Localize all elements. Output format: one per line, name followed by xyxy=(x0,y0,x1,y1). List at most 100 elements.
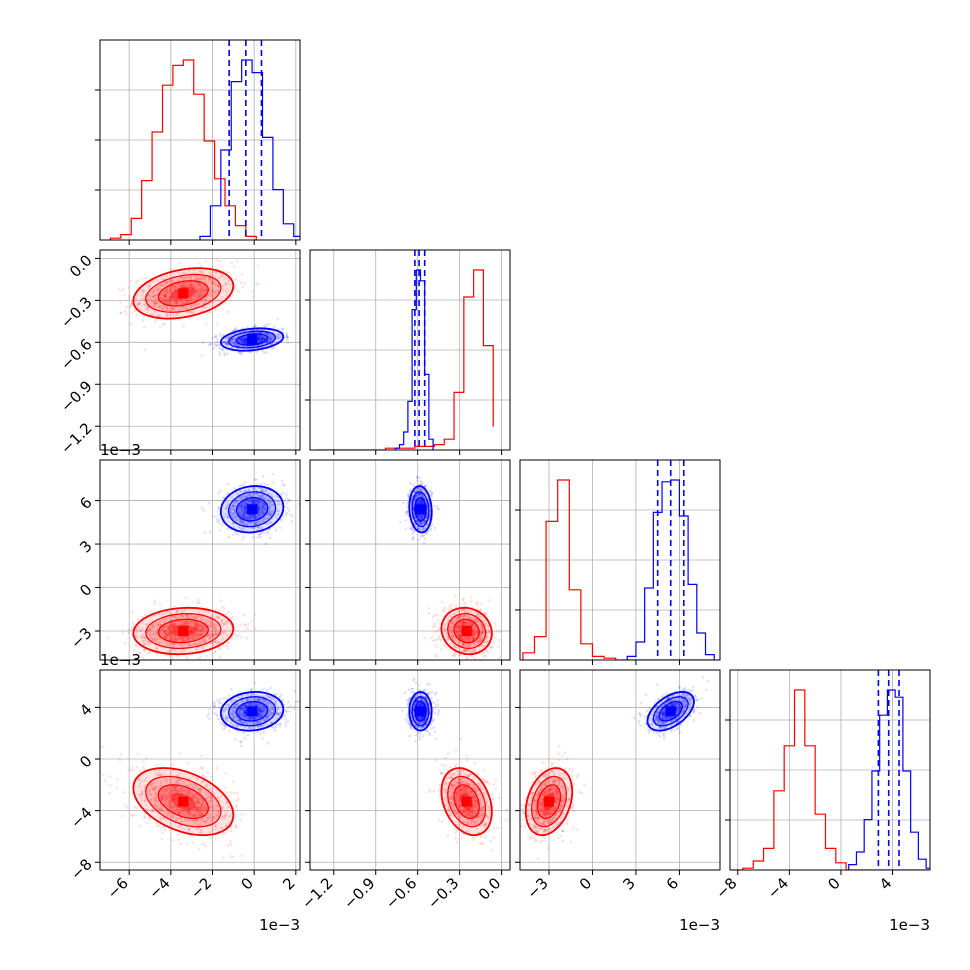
sample-point xyxy=(200,754,203,757)
sample-point xyxy=(123,309,127,313)
sample-point xyxy=(158,314,161,318)
sample-point xyxy=(235,791,239,795)
sample-point xyxy=(243,503,247,506)
sample-point xyxy=(487,624,490,628)
sample-point xyxy=(240,504,244,508)
sample-point xyxy=(451,632,454,636)
sample-point xyxy=(185,656,189,660)
sample-point xyxy=(230,616,233,619)
sample-point xyxy=(164,295,167,298)
sample-point xyxy=(263,483,267,486)
sample-point xyxy=(155,793,158,796)
sample-point xyxy=(465,639,468,642)
sample-point xyxy=(411,527,414,530)
sample-point xyxy=(170,298,173,301)
sample-point xyxy=(450,621,453,625)
sample-point xyxy=(239,520,242,524)
sample-point xyxy=(168,295,171,299)
sample-point xyxy=(232,514,235,518)
sample-point xyxy=(268,512,272,516)
sample-point xyxy=(202,291,206,294)
sample-point xyxy=(244,499,247,503)
sample-point xyxy=(205,620,209,624)
sample-point xyxy=(467,637,470,640)
sample-point xyxy=(196,808,199,812)
sample-point xyxy=(257,331,261,334)
sample-point xyxy=(193,783,196,786)
sample-point xyxy=(127,285,131,289)
sample-point xyxy=(419,492,422,495)
sample-point xyxy=(153,310,157,314)
sample-point xyxy=(461,622,464,626)
sample-point xyxy=(143,641,147,645)
sample-point xyxy=(179,786,183,790)
sample-point xyxy=(162,789,165,793)
sample-point xyxy=(204,807,208,811)
sample-point xyxy=(270,500,273,504)
sample-point xyxy=(151,295,154,299)
sample-point xyxy=(199,812,203,816)
sample-point xyxy=(473,644,476,647)
sample-point xyxy=(220,633,223,637)
sample-point xyxy=(213,650,216,654)
sample-point xyxy=(420,517,424,520)
panel-frame xyxy=(309,459,511,661)
sample-point xyxy=(232,517,235,521)
sample-point xyxy=(452,637,455,640)
sample-point xyxy=(201,780,204,783)
sample-point xyxy=(164,300,167,304)
sample-point xyxy=(279,334,282,337)
sample-point xyxy=(153,625,157,629)
sample-point xyxy=(194,642,197,646)
sample-point xyxy=(216,804,220,808)
sample-point xyxy=(478,614,481,618)
sample-point xyxy=(267,507,271,511)
sample-point xyxy=(287,498,291,502)
sample-point xyxy=(130,302,133,306)
sample-point xyxy=(227,516,230,519)
sample-point xyxy=(419,488,422,492)
sample-point xyxy=(240,494,244,498)
sample-point xyxy=(171,307,175,311)
sample-point xyxy=(488,629,491,633)
sample-point xyxy=(276,337,280,341)
sample-point xyxy=(494,622,497,626)
sample-point xyxy=(413,497,417,501)
sample-point xyxy=(258,508,261,511)
sample-point xyxy=(166,643,170,647)
sample-point xyxy=(433,625,437,628)
sample-point xyxy=(239,351,243,354)
x-tick-label: −8 xyxy=(712,874,740,902)
sample-point xyxy=(457,615,460,618)
sample-point xyxy=(254,515,258,518)
sample-point xyxy=(266,332,270,336)
sample-point xyxy=(461,644,465,647)
sample-point xyxy=(211,270,215,274)
sample-point xyxy=(136,279,140,282)
sample-point xyxy=(239,490,243,494)
sample-point xyxy=(418,492,421,496)
sample-point xyxy=(218,260,222,263)
sample-point xyxy=(462,621,465,625)
sample-point xyxy=(258,335,261,338)
sample-point xyxy=(141,639,145,642)
sample-point xyxy=(164,635,168,639)
sample-point xyxy=(149,630,152,634)
sample-point xyxy=(189,275,193,279)
sample-point xyxy=(161,323,165,326)
sample-point xyxy=(420,514,424,518)
sample-point xyxy=(149,627,153,631)
sample-point xyxy=(179,820,183,824)
sample-point xyxy=(238,338,242,342)
sample-point xyxy=(267,510,270,513)
sample-point xyxy=(164,301,168,305)
sample-point xyxy=(244,339,248,343)
sample-point xyxy=(175,289,179,292)
sample-point xyxy=(171,638,175,642)
sample-point xyxy=(252,501,255,505)
sample-point xyxy=(447,618,450,622)
sample-point xyxy=(225,504,228,507)
sample-point xyxy=(453,640,457,643)
sample-point xyxy=(227,535,231,539)
